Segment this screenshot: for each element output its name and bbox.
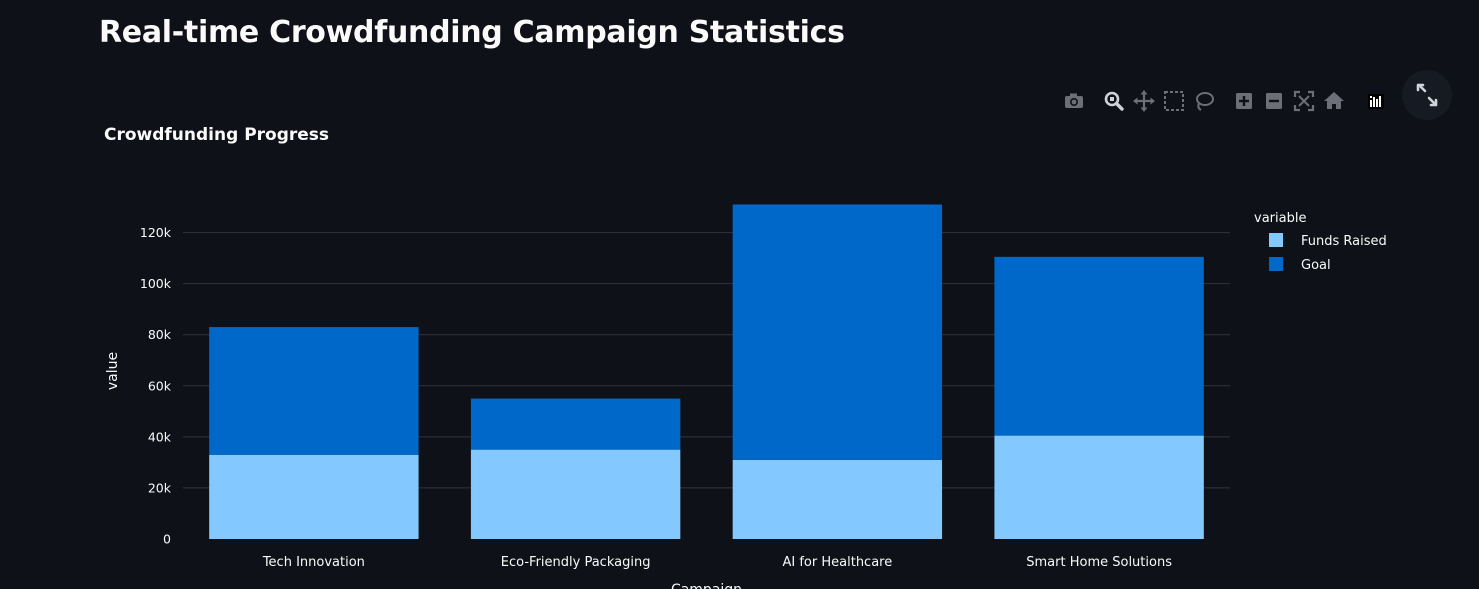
pan-icon[interactable] bbox=[1130, 86, 1158, 116]
reset-axes-icon[interactable] bbox=[1320, 86, 1348, 116]
bar-funds-raised[interactable] bbox=[470, 449, 681, 539]
bar-goal[interactable] bbox=[732, 204, 943, 460]
chart-title: Crowdfunding Progress bbox=[104, 125, 329, 145]
plotly-logo-icon[interactable] bbox=[1362, 86, 1390, 116]
bar-goal[interactable] bbox=[209, 327, 419, 455]
bar-funds-raised[interactable] bbox=[209, 454, 419, 539]
x-tick-label: Eco-Friendly Packaging bbox=[501, 555, 651, 570]
page-title: Real-time Crowdfunding Campaign Statisti… bbox=[99, 15, 845, 50]
legend-title: variable bbox=[1254, 211, 1306, 226]
bar-funds-raised[interactable] bbox=[732, 459, 943, 539]
legend-swatch[interactable] bbox=[1269, 257, 1283, 271]
y-tick-label: 20k bbox=[148, 480, 172, 495]
zoom-out-icon[interactable] bbox=[1260, 86, 1288, 116]
legend-label: Goal bbox=[1301, 258, 1331, 273]
bar-goal[interactable] bbox=[470, 398, 681, 450]
fullscreen-button[interactable] bbox=[1402, 70, 1452, 120]
bar-goal[interactable] bbox=[994, 256, 1204, 436]
y-tick-label: 40k bbox=[148, 429, 172, 444]
camera-icon[interactable] bbox=[1060, 86, 1088, 116]
x-tick-label: AI for Healthcare bbox=[783, 555, 893, 570]
y-tick-label: 80k bbox=[148, 327, 172, 342]
legend-swatch[interactable] bbox=[1269, 233, 1283, 247]
y-tick-label: 60k bbox=[148, 378, 172, 393]
y-axis-title: value bbox=[105, 352, 121, 390]
zoom-icon[interactable] bbox=[1100, 86, 1128, 116]
autoscale-icon[interactable] bbox=[1290, 86, 1318, 116]
y-tick-label: 100k bbox=[140, 276, 172, 291]
box-select-icon[interactable] bbox=[1160, 86, 1188, 116]
lasso-select-icon[interactable] bbox=[1190, 86, 1218, 116]
y-tick-label: 120k bbox=[140, 225, 172, 240]
x-axis-title: Campaign bbox=[671, 582, 742, 589]
legend-label: Funds Raised bbox=[1301, 234, 1387, 249]
bar-funds-raised[interactable] bbox=[994, 435, 1204, 539]
zoom-in-icon[interactable] bbox=[1230, 86, 1258, 116]
expand-icon bbox=[1416, 83, 1438, 107]
x-tick-label: Tech Innovation bbox=[262, 555, 365, 570]
x-tick-label: Smart Home Solutions bbox=[1026, 555, 1172, 570]
y-tick-label: 0 bbox=[163, 532, 171, 547]
